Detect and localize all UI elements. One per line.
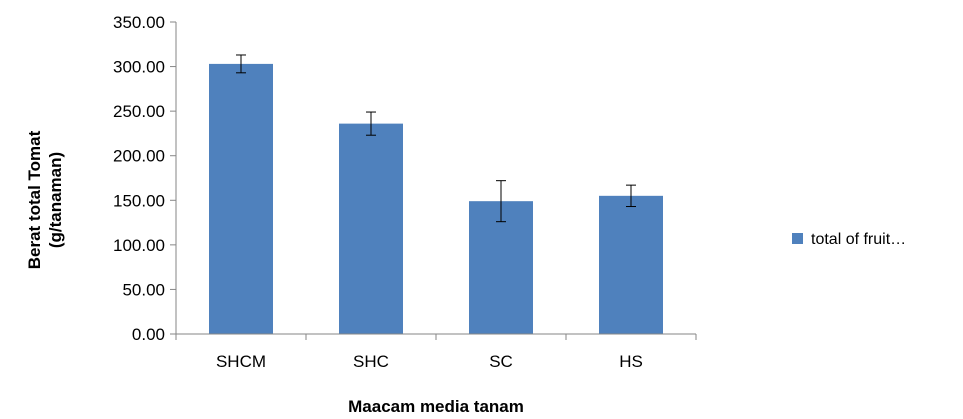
y-tick-label: 200.00 <box>113 147 165 166</box>
y-tick-label: 250.00 <box>113 102 165 121</box>
y-tick-label: 100.00 <box>113 236 165 255</box>
error-bars <box>236 54 636 223</box>
bar-shcm <box>209 63 273 334</box>
bar-sc <box>469 201 533 334</box>
y-tick-label: 0.00 <box>132 325 165 344</box>
x-axis-ticks: SHCM SHC SC HS <box>175 334 697 371</box>
legend-swatch <box>792 233 803 244</box>
y-tick-label: 300.00 <box>113 58 165 77</box>
x-tick-label: SHC <box>353 352 389 371</box>
x-tick-label: SC <box>489 352 513 371</box>
bar-shc <box>339 123 403 334</box>
x-tick-label: HS <box>619 352 643 371</box>
y-axis-title-line-2: (g/tanaman) <box>46 152 65 248</box>
x-tick-label: SHCM <box>216 352 266 371</box>
y-axis-title-line-1: Berat total Tomat <box>25 130 44 269</box>
y-axis-ticks: 0.00 50.00 100.00 150.00 200.00 250.00 300.00 3… <box>113 13 176 344</box>
bars <box>209 63 663 334</box>
legend-label: total of fruit… <box>811 231 906 248</box>
y-tick-label: 150.00 <box>113 191 165 210</box>
y-tick-label: 50.00 <box>122 280 165 299</box>
x-axis-title: Maacam media tanam <box>348 397 524 416</box>
bar-hs <box>599 195 663 334</box>
y-tick-label: 350.00 <box>113 13 165 32</box>
